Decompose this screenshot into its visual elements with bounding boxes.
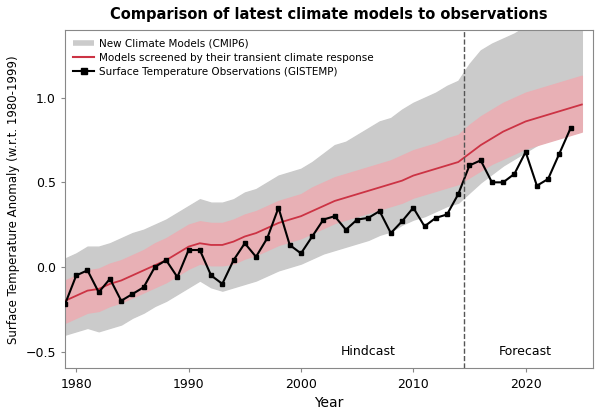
Y-axis label: Surface Temperature Anomaly (w.r.t. 1980-1999): Surface Temperature Anomaly (w.r.t. 1980… <box>7 55 20 344</box>
Legend: New Climate Models (CMIP6), Models screened by their transient climate response,: New Climate Models (CMIP6), Models scree… <box>70 35 377 80</box>
X-axis label: Year: Year <box>314 396 344 410</box>
Text: Hindcast: Hindcast <box>341 345 396 358</box>
Text: Forecast: Forecast <box>499 345 552 358</box>
Title: Comparison of latest climate models to observations: Comparison of latest climate models to o… <box>110 7 548 22</box>
